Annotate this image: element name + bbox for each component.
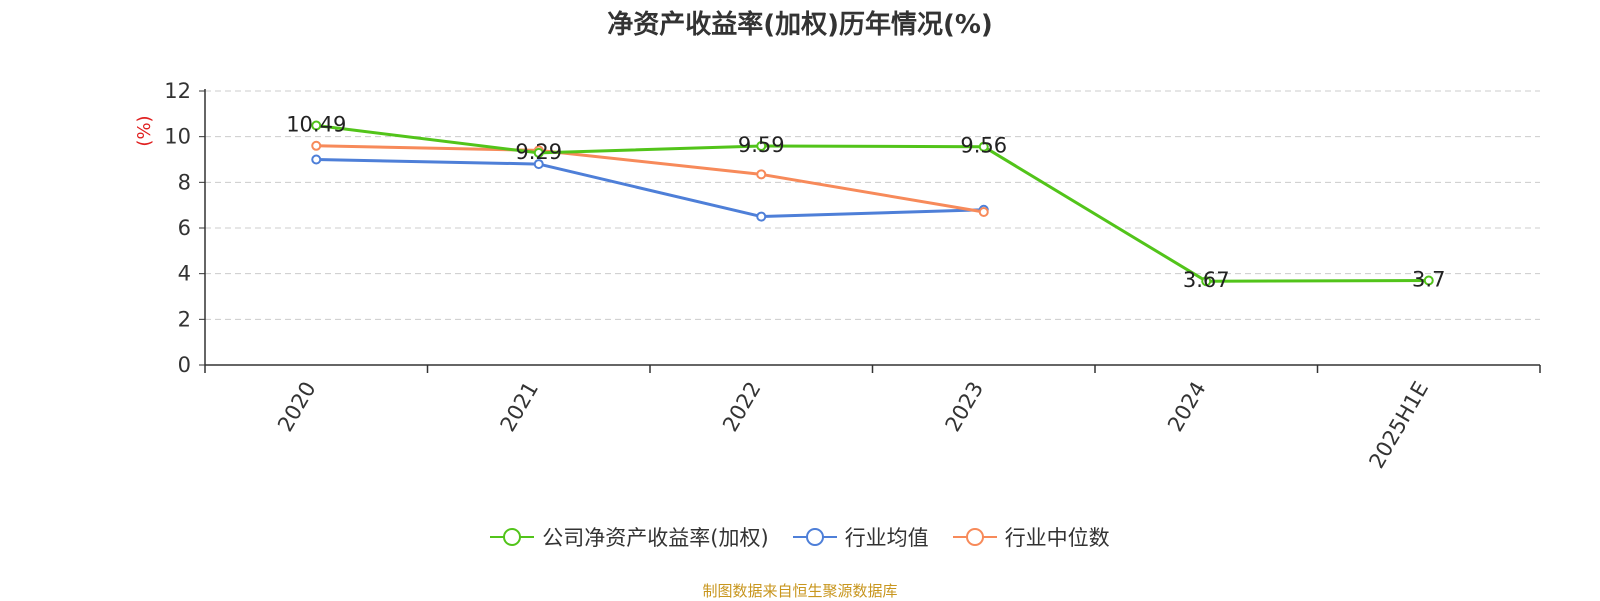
data-label: 3.7 xyxy=(1412,268,1445,292)
y-tick-label: 2 xyxy=(178,307,191,331)
data-point xyxy=(978,141,989,152)
x-tick-label: 2025H1E xyxy=(1364,378,1433,473)
data-point xyxy=(311,120,322,131)
data-point xyxy=(978,207,989,218)
y-tick-label: 6 xyxy=(178,216,191,240)
data-point xyxy=(1423,275,1434,286)
data-point xyxy=(533,147,544,158)
data-label: 3.67 xyxy=(1183,268,1230,292)
legend-label-company: 公司净资产收益率(加权) xyxy=(542,526,769,550)
legend-item-company[interactable]: 公司净资产收益率(加权) xyxy=(490,522,769,552)
y-tick-label: 4 xyxy=(178,262,191,286)
data-source-note: 制图数据来自恒生聚源数据库 xyxy=(702,582,898,600)
data-point xyxy=(533,159,544,170)
data-label: 9.29 xyxy=(515,140,562,164)
series-line xyxy=(316,144,985,214)
data-point xyxy=(311,154,322,165)
data-point xyxy=(311,140,322,151)
y-tick-label: 0 xyxy=(178,353,191,377)
data-point xyxy=(756,141,767,152)
y-axis-label: (%) xyxy=(134,115,155,146)
x-tick-label: 2020 xyxy=(273,378,321,436)
y-tick-label: 10 xyxy=(164,125,191,149)
legend-item-industry-mean[interactable]: 行业均值 xyxy=(792,522,929,552)
x-tick-label: 2022 xyxy=(718,378,766,436)
legend-swatch-industry-mean xyxy=(792,528,837,546)
legend-swatch-company xyxy=(490,528,535,546)
legend-label-industry-mean: 行业均值 xyxy=(844,526,929,550)
x-tick-label: 2023 xyxy=(941,378,989,436)
series-line xyxy=(316,158,984,219)
data-point xyxy=(1201,276,1212,287)
data-point xyxy=(756,211,767,222)
legend: 公司净资产收益率(加权) 行业均值 行业中位数 xyxy=(0,522,1600,552)
data-label: 9.56 xyxy=(960,134,1007,158)
series-line xyxy=(316,123,1429,283)
data-point xyxy=(756,169,767,180)
legend-label-industry-median: 行业中位数 xyxy=(1004,526,1110,550)
legend-swatch-industry-median xyxy=(952,528,997,546)
chart-title: 净资产收益率(加权)历年情况(%) xyxy=(607,10,993,40)
data-label: 9.59 xyxy=(738,133,785,157)
y-tick-label: 8 xyxy=(178,170,191,194)
x-tick-label: 2021 xyxy=(496,378,544,436)
data-label: 10.49 xyxy=(286,112,346,136)
x-tick-label: 2024 xyxy=(1163,378,1211,436)
y-tick-label: 12 xyxy=(164,79,191,103)
legend-item-industry-median[interactable]: 行业中位数 xyxy=(952,522,1110,552)
